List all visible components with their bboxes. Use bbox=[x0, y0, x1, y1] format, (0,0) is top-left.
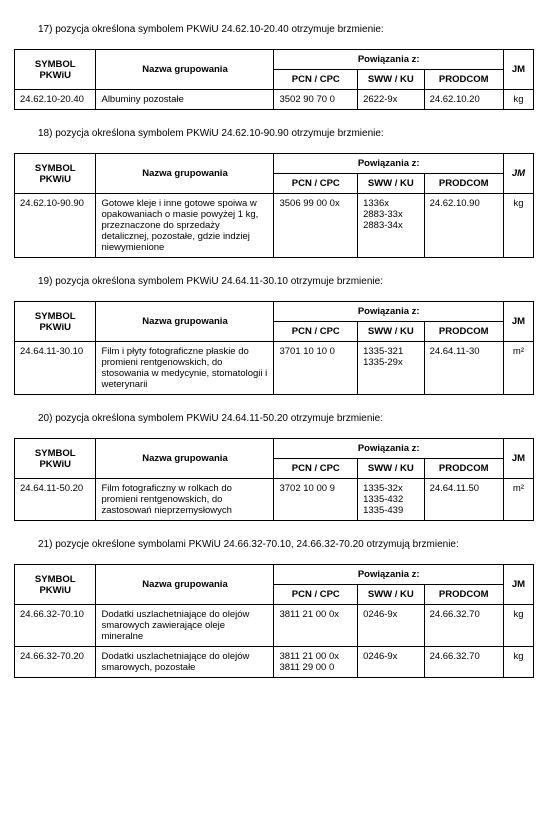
col-symbol-header: SYMBOL PKWiU bbox=[15, 439, 96, 479]
col-nazwa-header: Nazwa grupowania bbox=[96, 439, 274, 479]
cell-jm: m² bbox=[503, 479, 533, 521]
col-pcn-header: PCN / CPC bbox=[274, 322, 358, 342]
table-row: 24.66.32-70.20Dodatki uszlachetniające d… bbox=[15, 647, 534, 678]
table-row: 24.62.10-20.40Albuminy pozostałe3502 90 … bbox=[15, 90, 534, 110]
col-jm-header: JM bbox=[503, 154, 533, 194]
cell-jm: kg bbox=[503, 647, 533, 678]
cell-jm: m² bbox=[503, 342, 533, 395]
col-symbol-header: SYMBOL PKWiU bbox=[15, 302, 96, 342]
cell-jm: kg bbox=[503, 194, 533, 258]
col-jm-header: JM bbox=[503, 565, 533, 605]
classification-table: SYMBOL PKWiUNazwa grupowaniaPowiązania z… bbox=[14, 153, 534, 258]
table-header-row: SYMBOL PKWiUNazwa grupowaniaPowiązania z… bbox=[15, 154, 534, 174]
col-pcn-header: PCN / CPC bbox=[274, 70, 358, 90]
cell-symbol: 24.62.10-90.90 bbox=[15, 194, 96, 258]
cell-nazwa: Film i płyty fotograficzne płaskie do pr… bbox=[96, 342, 274, 395]
cell-sww: 1335-3211335-29x bbox=[358, 342, 424, 395]
section-title: 18) pozycja określona symbolem PKWiU 24.… bbox=[38, 128, 534, 139]
section-title: 19) pozycja określona symbolem PKWiU 24.… bbox=[38, 276, 534, 287]
table-row: 24.62.10-90.90Gotowe kleje i inne gotowe… bbox=[15, 194, 534, 258]
classification-table: SYMBOL PKWiUNazwa grupowaniaPowiązania z… bbox=[14, 301, 534, 395]
col-nazwa-header: Nazwa grupowania bbox=[96, 302, 274, 342]
cell-pcn: 3811 21 00 0x3811 29 00 0 bbox=[274, 647, 358, 678]
cell-prodcom: 24.62.10.20 bbox=[424, 90, 503, 110]
cell-sww: 2622-9x bbox=[358, 90, 424, 110]
cell-prodcom: 24.66.32.70 bbox=[424, 647, 503, 678]
cell-sww: 0246-9x bbox=[358, 605, 424, 647]
cell-jm: kg bbox=[503, 90, 533, 110]
cell-nazwa: Dodatki uszlachetniające do olejów smaro… bbox=[96, 647, 274, 678]
classification-table: SYMBOL PKWiUNazwa grupowaniaPowiązania z… bbox=[14, 438, 534, 521]
col-symbol-header: SYMBOL PKWiU bbox=[15, 50, 96, 90]
cell-pcn: 3506 99 00 0x bbox=[274, 194, 358, 258]
col-sww-header: SWW / KU bbox=[358, 322, 424, 342]
cell-prodcom: 24.64.11-30 bbox=[424, 342, 503, 395]
section-title: 17) pozycja określona symbolem PKWiU 24.… bbox=[38, 24, 534, 35]
table-header-row: SYMBOL PKWiUNazwa grupowaniaPowiązania z… bbox=[15, 565, 534, 585]
col-powiazania-header: Powiązania z: bbox=[274, 302, 503, 322]
col-nazwa-header: Nazwa grupowania bbox=[96, 50, 274, 90]
table-header-row: SYMBOL PKWiUNazwa grupowaniaPowiązania z… bbox=[15, 439, 534, 459]
cell-pcn: 3701 10 10 0 bbox=[274, 342, 358, 395]
cell-sww: 1335-32x1335-4321335-439 bbox=[358, 479, 424, 521]
cell-symbol: 24.64.11-50.20 bbox=[15, 479, 96, 521]
col-powiazania-header: Powiązania z: bbox=[274, 50, 503, 70]
cell-prodcom: 24.62.10.90 bbox=[424, 194, 503, 258]
cell-nazwa: Film fotograficzny w rolkach do promieni… bbox=[96, 479, 274, 521]
col-jm-header: JM bbox=[503, 439, 533, 479]
cell-pcn: 3502 90 70 0 bbox=[274, 90, 358, 110]
cell-nazwa: Albuminy pozostałe bbox=[96, 90, 274, 110]
col-pcn-header: PCN / CPC bbox=[274, 174, 358, 194]
cell-pcn: 3811 21 00 0x bbox=[274, 605, 358, 647]
col-powiazania-header: Powiązania z: bbox=[274, 439, 503, 459]
cell-nazwa: Dodatki uszlachetniające do olejów smaro… bbox=[96, 605, 274, 647]
table-header-row: SYMBOL PKWiUNazwa grupowaniaPowiązania z… bbox=[15, 302, 534, 322]
col-symbol-header: SYMBOL PKWiU bbox=[15, 154, 96, 194]
col-prodcom-header: PRODCOM bbox=[424, 585, 503, 605]
table-row: 24.66.32-70.10Dodatki uszlachetniające d… bbox=[15, 605, 534, 647]
col-prodcom-header: PRODCOM bbox=[424, 70, 503, 90]
col-pcn-header: PCN / CPC bbox=[274, 585, 358, 605]
cell-prodcom: 24.64.11.50 bbox=[424, 479, 503, 521]
table-row: 24.64.11-50.20Film fotograficzny w rolka… bbox=[15, 479, 534, 521]
col-jm-header: JM bbox=[503, 302, 533, 342]
classification-table: SYMBOL PKWiUNazwa grupowaniaPowiązania z… bbox=[14, 564, 534, 678]
cell-sww: 1336x2883-33x2883-34x bbox=[358, 194, 424, 258]
col-pcn-header: PCN / CPC bbox=[274, 459, 358, 479]
cell-prodcom: 24.66.32.70 bbox=[424, 605, 503, 647]
table-row: 24.64.11-30.10Film i płyty fotograficzne… bbox=[15, 342, 534, 395]
col-prodcom-header: PRODCOM bbox=[424, 459, 503, 479]
classification-table: SYMBOL PKWiUNazwa grupowaniaPowiązania z… bbox=[14, 49, 534, 110]
col-nazwa-header: Nazwa grupowania bbox=[96, 565, 274, 605]
col-sww-header: SWW / KU bbox=[358, 174, 424, 194]
col-prodcom-header: PRODCOM bbox=[424, 322, 503, 342]
cell-symbol: 24.64.11-30.10 bbox=[15, 342, 96, 395]
col-sww-header: SWW / KU bbox=[358, 459, 424, 479]
col-sww-header: SWW / KU bbox=[358, 70, 424, 90]
col-powiazania-header: Powiązania z: bbox=[274, 565, 503, 585]
col-jm-header: JM bbox=[503, 50, 533, 90]
table-header-row: SYMBOL PKWiUNazwa grupowaniaPowiązania z… bbox=[15, 50, 534, 70]
col-sww-header: SWW / KU bbox=[358, 585, 424, 605]
cell-nazwa: Gotowe kleje i inne gotowe spoiwa w opak… bbox=[96, 194, 274, 258]
cell-jm: kg bbox=[503, 605, 533, 647]
section-title: 20) pozycja określona symbolem PKWiU 24.… bbox=[38, 413, 534, 424]
col-powiazania-header: Powiązania z: bbox=[274, 154, 503, 174]
col-nazwa-header: Nazwa grupowania bbox=[96, 154, 274, 194]
cell-symbol: 24.66.32-70.20 bbox=[15, 647, 96, 678]
cell-symbol: 24.66.32-70.10 bbox=[15, 605, 96, 647]
cell-pcn: 3702 10 00 9 bbox=[274, 479, 358, 521]
col-prodcom-header: PRODCOM bbox=[424, 174, 503, 194]
cell-symbol: 24.62.10-20.40 bbox=[15, 90, 96, 110]
cell-sww: 0246-9x bbox=[358, 647, 424, 678]
section-title: 21) pozycje określone symbolami PKWiU 24… bbox=[38, 539, 534, 550]
col-symbol-header: SYMBOL PKWiU bbox=[15, 565, 96, 605]
